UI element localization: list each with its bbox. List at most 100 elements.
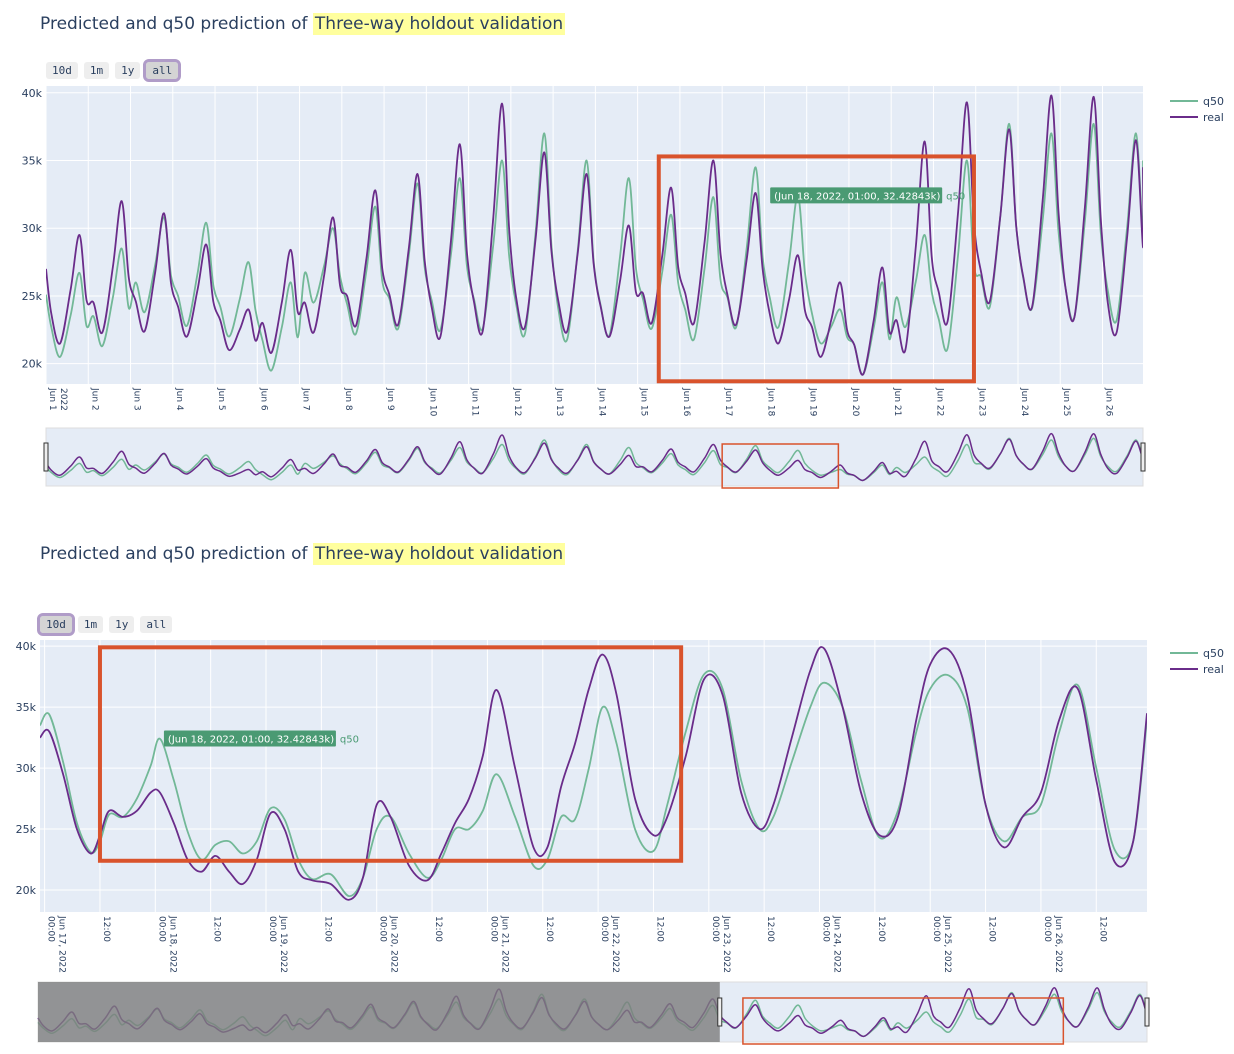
range-button-all[interactable]: all	[140, 616, 173, 633]
legend-item-real[interactable]: real	[1170, 661, 1224, 677]
rangeslider-handle	[717, 997, 723, 1027]
x-tick-label: Jun 17, 2022	[57, 915, 67, 973]
range-button-1y[interactable]: 1y	[115, 62, 141, 79]
legend-swatch-real	[1170, 116, 1198, 118]
legend-item-q50[interactable]: q50	[1170, 93, 1224, 109]
series-line-real	[46, 94, 1143, 376]
x-tick-label: Jun 22	[934, 387, 944, 416]
legend-label-q50: q50	[1203, 646, 1224, 660]
legend-item-real[interactable]: real	[1170, 109, 1224, 125]
rangeslider-line-q50	[45, 437, 1145, 482]
y-tick-label: 35k	[22, 155, 43, 168]
y-tick-label: 25k	[16, 823, 37, 836]
x-tick-label: Jun 24, 2022	[832, 915, 842, 973]
chart-title: Predicted and q50 prediction of Three-wa…	[40, 543, 566, 565]
x-tick-label: 12:00	[765, 916, 775, 942]
range-button-10d[interactable]: 10d	[37, 613, 75, 636]
range-selector: 10d 1m 1y all	[46, 59, 182, 82]
rangeslider-highlight-box	[721, 443, 840, 489]
range-button-1m[interactable]: 1m	[77, 616, 104, 633]
rangeslider-line-real	[45, 432, 1145, 482]
series-line-real	[40, 646, 1147, 901]
x-tick-label: Jun 8	[343, 387, 353, 411]
x-tick-label: 12:00	[876, 916, 886, 942]
x-tick-label: Jun 10	[427, 387, 437, 417]
x-tick-label: Jun 25	[1061, 387, 1071, 416]
rangeslider-line-real	[37, 986, 1149, 1038]
x-tick-label: Jun 21, 2022	[499, 915, 509, 973]
x-tick-label: 12:00	[654, 916, 664, 942]
tooltip-series-label: q50	[946, 191, 965, 202]
x-tick-label: Jun 26	[1104, 387, 1114, 417]
y-tick-label: 40k	[22, 87, 43, 100]
range-button-all[interactable]: all	[143, 59, 182, 82]
chart-title: Predicted and q50 prediction of Three-wa…	[40, 13, 566, 35]
x-tick-label: 00:00	[599, 916, 609, 942]
legend-label-real: real	[1203, 110, 1224, 124]
rangeslider-handle	[1140, 442, 1146, 472]
x-tick-label: Jun 21	[892, 387, 902, 416]
series-group	[40, 646, 1147, 901]
chart-title-highlight: Three-way holdout validation	[312, 543, 566, 565]
y-tick-label: 20k	[16, 884, 37, 897]
y-tick-label: 35k	[16, 701, 37, 714]
rangeslider-mask	[38, 982, 720, 1042]
range-button-10d[interactable]: 10d	[46, 62, 78, 79]
x-tick-label: Jun 26, 2022	[1053, 915, 1063, 973]
rangeslider	[37, 981, 1148, 1043]
x-tick-label: Jun 19, 2022	[278, 915, 288, 973]
y-tick-label: 20k	[22, 358, 43, 371]
rangeslider-line-q50	[37, 991, 1149, 1038]
rangeslider	[45, 427, 1144, 487]
x-tick-label: Jun 16	[681, 387, 691, 417]
legend-swatch-q50	[1170, 652, 1198, 654]
tooltip-series-label: q50	[340, 734, 359, 745]
x-tick-label: Jun 6	[258, 387, 268, 411]
range-button-1m[interactable]: 1m	[83, 62, 110, 79]
highlight-box	[97, 645, 684, 863]
legend-item-q50[interactable]: q50	[1170, 645, 1224, 661]
x-tick-label: Jun 23, 2022	[721, 915, 731, 973]
x-tick-label: 12:00	[1097, 916, 1107, 942]
x-tick-label: Jun 14	[596, 387, 606, 417]
x-tick-label: Jun 25, 2022	[942, 915, 952, 973]
series-line-q50	[46, 122, 1143, 376]
rangeslider-highlight-box	[742, 997, 1065, 1045]
tooltip-box	[770, 187, 943, 204]
rangeslider-handle	[43, 442, 49, 472]
x-tick-label: 00:00	[821, 916, 831, 942]
x-tick-label: Jun 18	[765, 387, 775, 417]
rangeslider-handle	[1144, 997, 1150, 1027]
x-tick-label: Jun 24	[1019, 387, 1029, 417]
x-tick-label: 12:00	[212, 916, 222, 942]
x-tick-label: Jun 17	[723, 387, 733, 416]
series-group	[46, 94, 1143, 376]
legend: q50 real	[1170, 645, 1224, 677]
x-tick-label: 00:00	[267, 916, 277, 942]
range-selector: 10d 1m 1y all	[37, 613, 173, 636]
y-tick-label: 25k	[22, 290, 43, 303]
x-tick-label: Jun 20, 2022	[389, 915, 399, 973]
x-tick-label: 2022	[58, 388, 68, 411]
x-tick-label: 00:00	[1042, 916, 1052, 942]
chart-panel-overview: Predicted and q50 prediction of Three-wa…	[0, 0, 1234, 500]
chart-area[interactable]: 20k 25k 30k 35k 40k Jun 1 2022 Jun 2 Jun 3 Jun 4 J…	[0, 0, 1234, 500]
hover-tooltip: (Jun 18, 2022, 01:00, 32.42843k) q50	[163, 730, 359, 747]
legend-label-q50: q50	[1203, 94, 1224, 108]
x-tick-label: Jun 15	[639, 387, 649, 416]
y-tick-label: 30k	[16, 762, 37, 775]
x-tick-label: Jun 4	[174, 387, 184, 411]
x-tick-label: Jun 9	[385, 387, 395, 411]
x-tick-label: Jun 7	[301, 387, 311, 411]
x-tick-label: 12:00	[544, 916, 554, 942]
x-tick-label: Jun 13	[554, 387, 564, 416]
range-button-1y[interactable]: 1y	[109, 616, 135, 633]
series-line-q50	[40, 670, 1147, 898]
x-tick-label: Jun 1	[47, 387, 57, 411]
hover-tooltip: (Jun 18, 2022, 01:00, 32.42843k) q50	[770, 187, 965, 204]
x-tick-label: Jun 12	[512, 387, 522, 416]
legend-label-real: real	[1203, 662, 1224, 676]
x-tick-label: Jun 20	[850, 387, 860, 417]
x-tick-label: Jun 3	[132, 387, 142, 411]
